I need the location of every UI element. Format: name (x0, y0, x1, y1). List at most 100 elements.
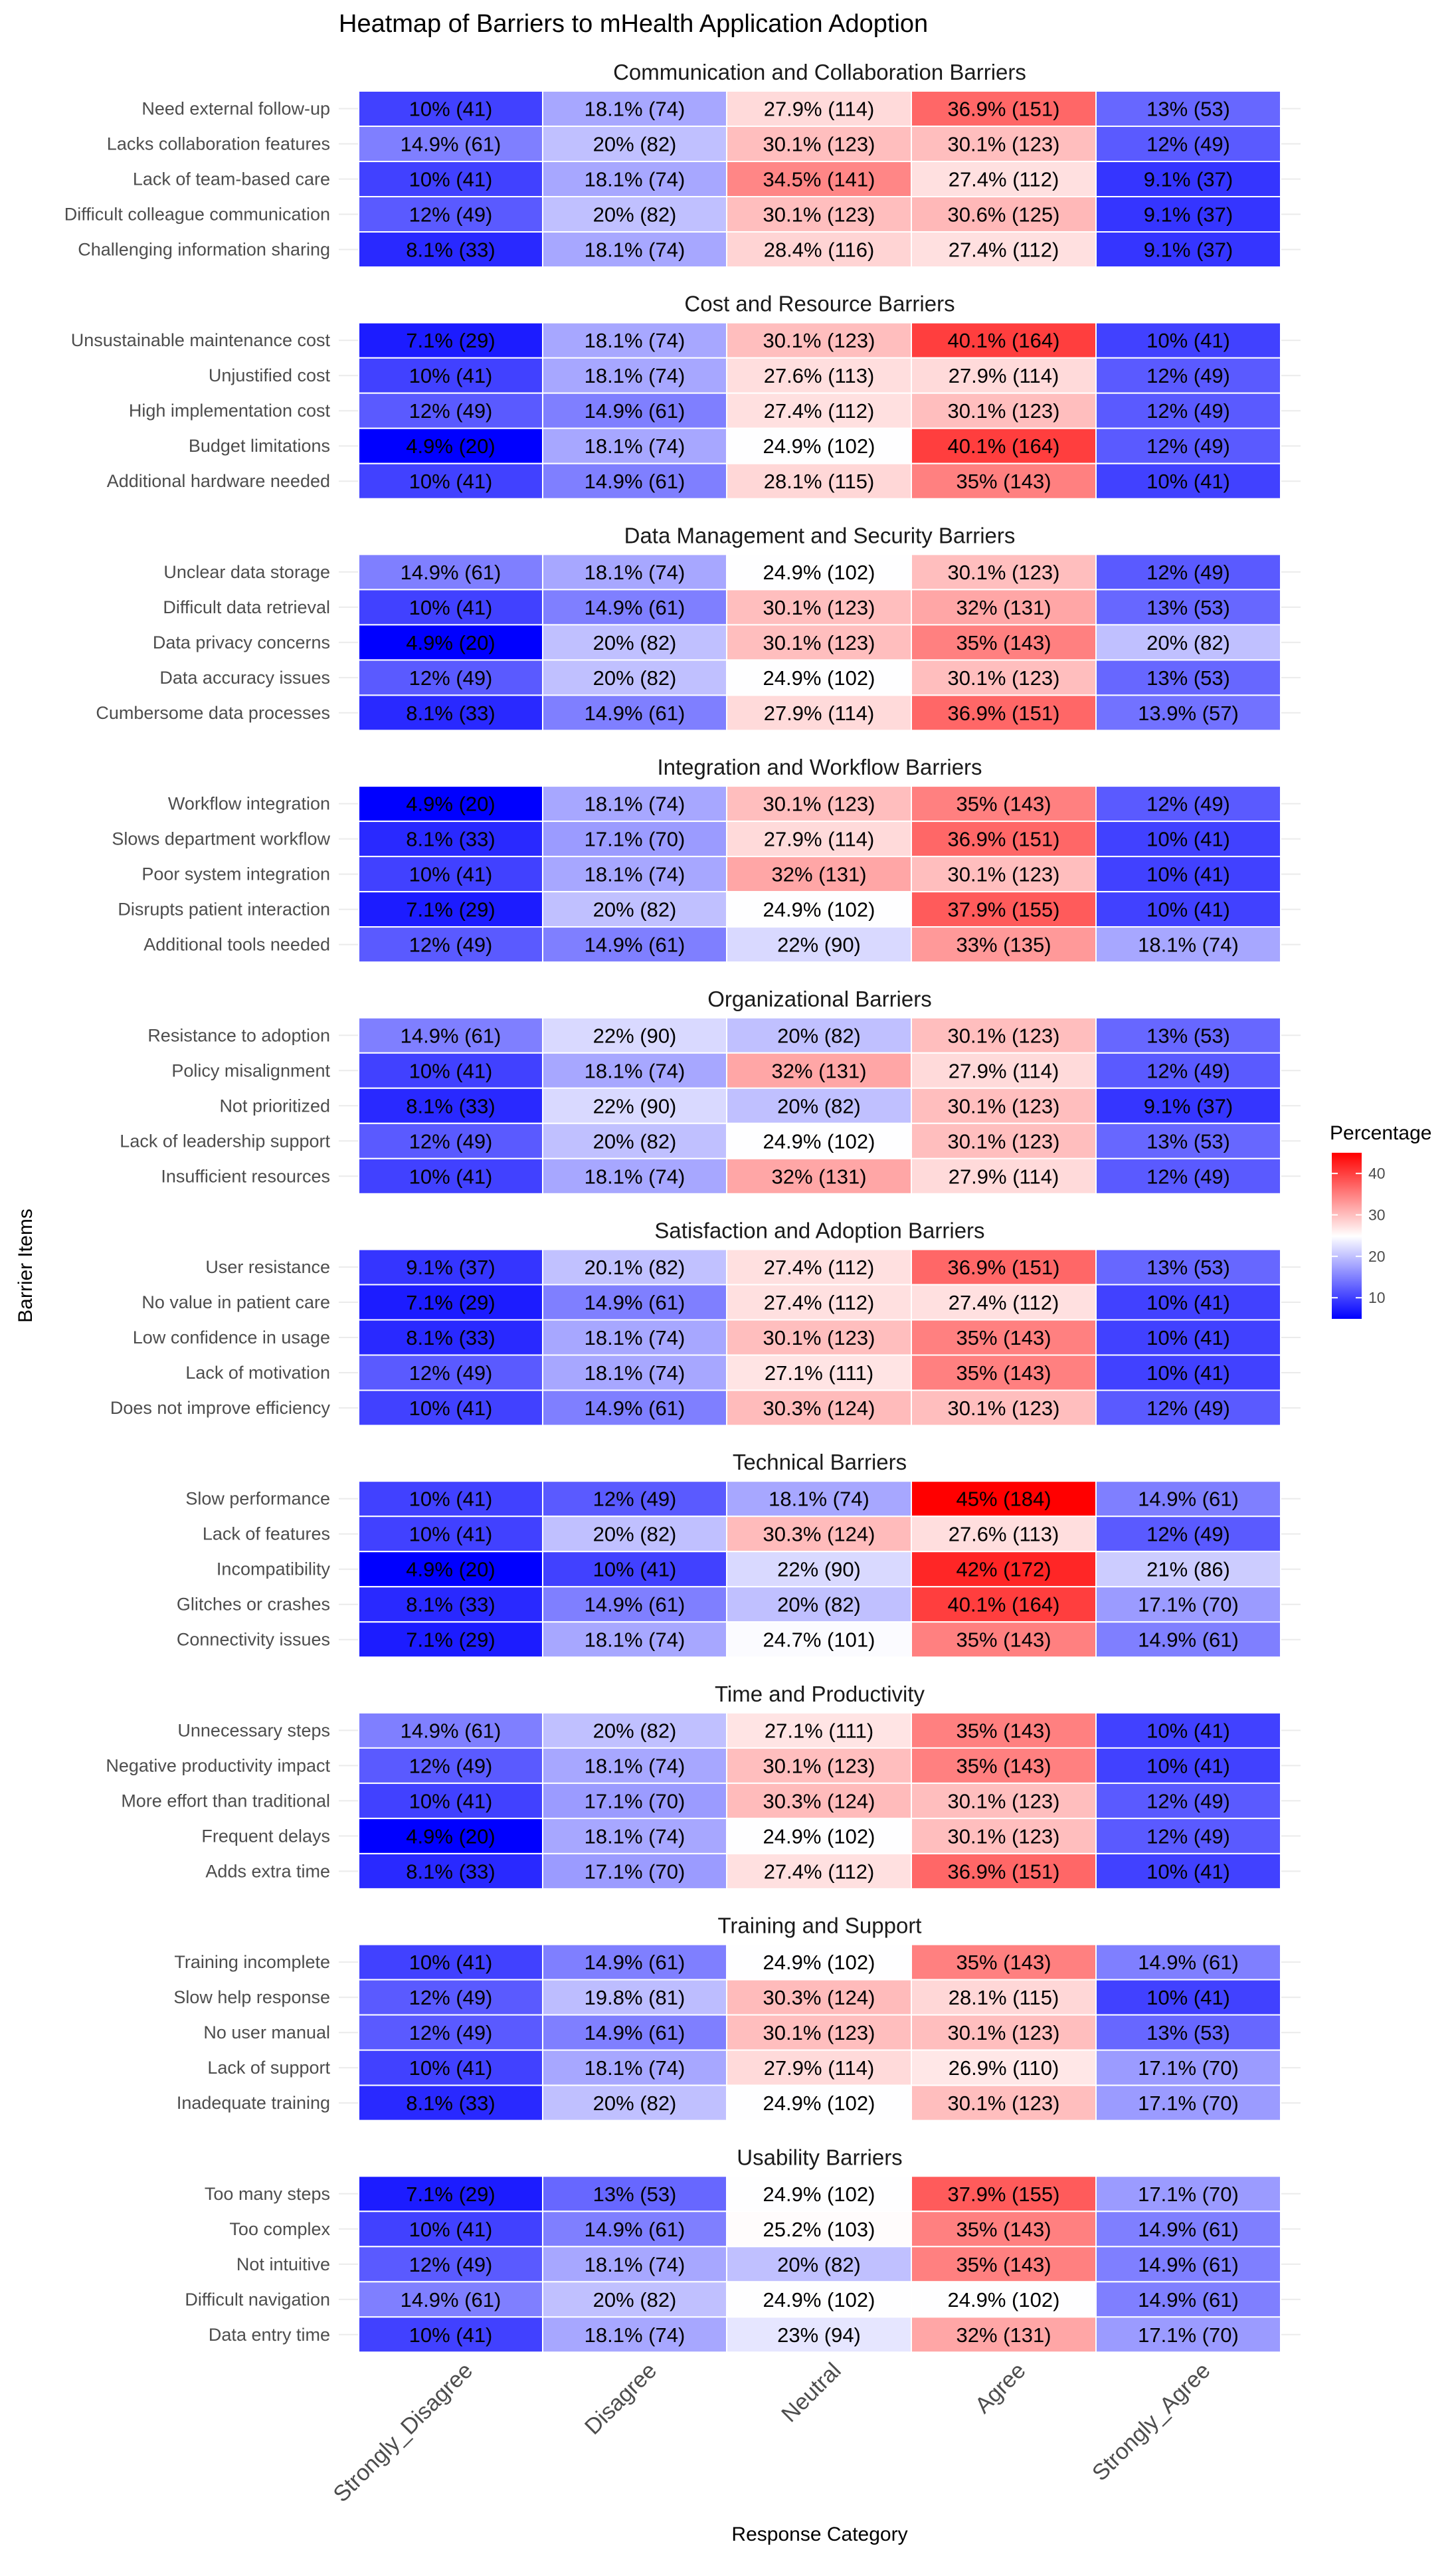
cell-label: 4.9% (20) (406, 1558, 495, 1581)
row-label: Slows department workflow (112, 829, 330, 849)
cell-label: 32% (131) (956, 2323, 1051, 2347)
heatmap-cell (726, 1087, 912, 1124)
heatmap-cell (358, 891, 543, 928)
cell-label: 30.1% (123) (948, 863, 1060, 886)
cell-label: 10% (41) (409, 1397, 493, 1420)
heatmap-cell (1095, 1052, 1281, 1089)
row-label: No value in patient care (141, 1292, 330, 1312)
cell-label: 12% (49) (1146, 133, 1230, 156)
cell-label: 8.1% (33) (406, 1326, 495, 1349)
heatmap-cell (726, 2049, 912, 2086)
heatmap-cell (542, 1943, 727, 1981)
heatmap-cell (911, 1017, 1097, 1054)
legend-tick-label: 20 (1368, 1248, 1386, 1265)
x-tick-label: Agree (970, 2358, 1031, 2418)
heatmap-cell (911, 785, 1097, 823)
x-tick-label: Disagree (580, 2358, 662, 2440)
cell-label: 25.2% (103) (763, 2218, 875, 2241)
legend-tick-label: 40 (1368, 1165, 1386, 1182)
heatmap-cell (726, 196, 912, 233)
cell-label: 12% (49) (1146, 364, 1230, 387)
heatmap-cell (1095, 1157, 1281, 1195)
heatmap-cell (726, 322, 912, 359)
cell-label: 18.1% (74) (585, 1824, 685, 1848)
cell-label: 10% (41) (1146, 1754, 1230, 1777)
cell-label: 14.9% (61) (585, 2218, 685, 2241)
cell-label: 8.1% (33) (406, 1094, 495, 1118)
cell-label: 20% (82) (777, 2253, 861, 2276)
cell-label: 28.1% (115) (949, 1986, 1059, 2009)
cell-label: 27.9% (114) (764, 2056, 875, 2080)
cell-label: 18.1% (74) (585, 1628, 685, 1652)
heatmap-cell (726, 553, 912, 591)
cell-label: 22% (90) (777, 1558, 861, 1581)
cell-label: 35% (143) (956, 1719, 1051, 1742)
heatmap-cell (1095, 2246, 1281, 2283)
heatmap-cell (726, 462, 912, 500)
row-label: Cumbersome data processes (96, 703, 330, 723)
heatmap-cell (911, 624, 1097, 661)
heatmap-cell (726, 1852, 912, 1890)
heatmap-cell (542, 1782, 727, 1819)
cell-label: 12% (49) (409, 2253, 493, 2276)
cell-label: 14.9% (61) (401, 1024, 501, 1047)
heatmap-cell (1095, 785, 1281, 823)
row-label: Too many steps (205, 2184, 330, 2204)
cell-label: 8.1% (33) (406, 2092, 495, 2115)
x-axis: Strongly_Disagree Disagree Neutral Agree Str… (329, 2358, 1216, 2507)
heatmap-cell (726, 891, 912, 928)
heatmap-cell (542, 926, 727, 963)
heatmap-cell (358, 2246, 543, 2283)
cell-label: 14.9% (61) (585, 1397, 685, 1420)
facet-communication-and-collaboration-barriers: Communication and Collaboration Barriers… (64, 60, 1301, 268)
heatmap-cell (911, 1157, 1097, 1195)
row-label: Additional hardware needed (107, 471, 330, 491)
cell-label: 37.9% (155) (948, 2183, 1060, 2206)
heatmap-cell (1095, 1586, 1281, 1623)
heatmap-cell (358, 1248, 543, 1286)
cell-label: 20% (82) (777, 1593, 861, 1617)
x-tick-label: Strongly_Disagree (329, 2358, 478, 2507)
facet-organizational-barriers: Organizational Barriers Resistance to ado… (120, 987, 1301, 1195)
heatmap-cell (726, 2281, 912, 2318)
cell-label: 14.9% (61) (1138, 2253, 1239, 2276)
heatmap-cell (911, 553, 1097, 591)
row-label: Need external follow-up (141, 99, 330, 119)
heatmap-cell (358, 2211, 543, 2248)
heatmap-cell (1095, 2281, 1281, 2318)
heatmap-cell (726, 785, 912, 823)
cell-label: 12% (49) (409, 1361, 493, 1385)
cell-label: 10% (41) (1146, 1291, 1230, 1314)
cell-label: 14.9% (61) (401, 133, 501, 156)
row-label: Insufficient resources (161, 1166, 330, 1186)
cell-label: 10% (41) (1146, 1860, 1230, 1883)
heatmap-cell (1095, 2084, 1281, 2121)
cell-label: 10% (41) (1146, 1361, 1230, 1385)
heatmap-cell (542, 1747, 727, 1784)
heatmap-cell (911, 392, 1097, 429)
facet-satisfaction-and-adoption-barriers: Satisfaction and Adoption Barriers User r… (110, 1219, 1301, 1426)
facet-title: Training and Support (718, 1914, 922, 1938)
heatmap-cell (1095, 322, 1281, 359)
heatmap-cell (1095, 553, 1281, 591)
cell-label: 27.6% (113) (764, 364, 875, 387)
heatmap-cell (726, 1157, 912, 1195)
heatmap-cell (1095, 392, 1281, 429)
heatmap-cell (542, 1319, 727, 1356)
x-tick-label: Neutral (776, 2358, 846, 2427)
cell-label: 30.1% (123) (948, 1824, 1060, 1848)
row-label: Low confidence in usage (133, 1327, 330, 1347)
legend-colorbar (1332, 1153, 1362, 1319)
cell-label: 12% (49) (409, 1986, 493, 2009)
cell-label: 7.1% (29) (406, 1628, 495, 1652)
heatmap-cell (358, 624, 543, 661)
cell-label: 22% (90) (777, 934, 861, 957)
cell-label: 18.1% (74) (585, 239, 685, 262)
cell-label: 20% (82) (593, 2288, 677, 2311)
heatmap-cell (911, 196, 1097, 233)
cell-label: 30.1% (123) (948, 1130, 1060, 1153)
cell-label: 30.1% (123) (763, 133, 875, 156)
cell-label: 17.1% (70) (1138, 2056, 1239, 2080)
heatmap-cell (911, 1284, 1097, 1321)
cell-label: 12% (49) (1146, 1789, 1230, 1813)
